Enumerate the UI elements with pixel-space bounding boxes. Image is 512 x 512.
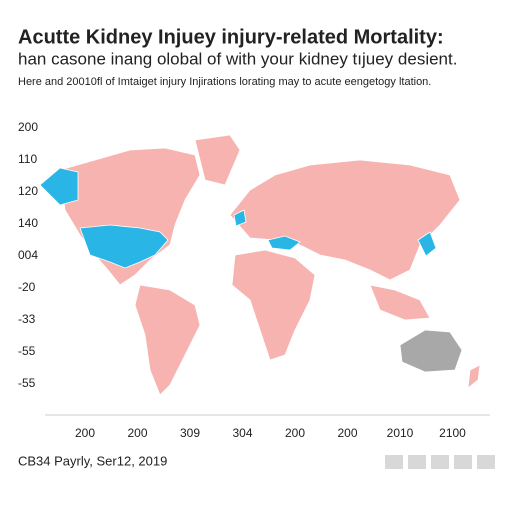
icon[interactable] (477, 455, 495, 469)
bottom-label: 309 (180, 426, 200, 440)
spot-europe (233, 209, 247, 227)
left-labels: 200 110 120 140 004 -20 -33 -55 -55 (18, 120, 38, 390)
bottom-label: 2100 (439, 426, 466, 440)
subtitle: han casone inang olobal of with your kid… (18, 49, 457, 68)
left-label: 120 (18, 184, 38, 198)
new-zealand (467, 364, 481, 389)
se-asia (369, 284, 431, 321)
turkey (267, 235, 301, 251)
left-label: 004 (18, 248, 38, 262)
bottom-label: 200 (337, 426, 357, 440)
australia (399, 329, 463, 373)
left-label: 140 (18, 216, 38, 230)
south-america (134, 284, 201, 396)
world-map (39, 134, 481, 396)
bottom-labels: 200 200 309 304 200 200 2010 2100 (75, 426, 466, 440)
bottom-label: 200 (127, 426, 147, 440)
greenland (194, 134, 241, 186)
left-label: 200 (18, 120, 38, 134)
japan (417, 231, 437, 257)
bottom-label: 200 (75, 426, 95, 440)
caption: Here and 20010fl of Imtaiget injury Inji… (18, 76, 431, 88)
left-label: 110 (18, 152, 37, 166)
left-label: -55 (18, 344, 36, 358)
usa (79, 224, 169, 269)
left-label: -20 (18, 280, 36, 294)
source-note: CB34 Payrly, Ser12, 2019 (18, 453, 167, 468)
icon[interactable] (408, 455, 426, 469)
share-icons (385, 455, 495, 469)
icon[interactable] (385, 455, 403, 469)
icon[interactable] (454, 455, 472, 469)
left-label: -33 (18, 312, 36, 326)
bottom-label: 2010 (387, 426, 414, 440)
eurasia (229, 159, 461, 281)
icon[interactable] (431, 455, 449, 469)
title: Acutte Kidney Injuey injury-related Mort… (18, 26, 444, 48)
left-label: -55 (18, 376, 36, 390)
bottom-label: 200 (285, 426, 305, 440)
africa (231, 249, 316, 361)
alaska (39, 167, 79, 206)
bottom-label: 304 (232, 426, 252, 440)
